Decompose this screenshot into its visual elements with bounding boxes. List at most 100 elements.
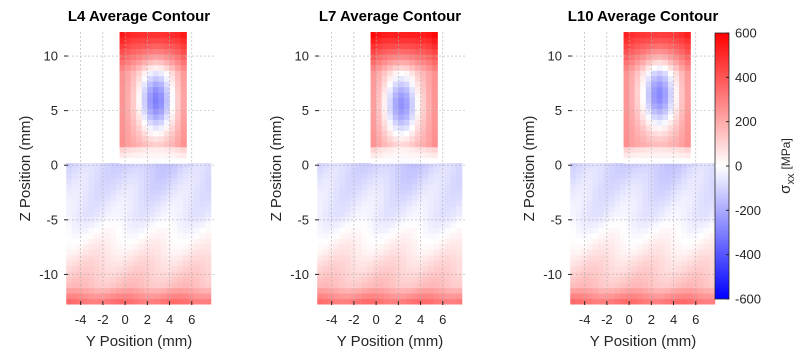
heatmap-cell bbox=[642, 178, 649, 185]
heatmap-cell bbox=[121, 287, 128, 294]
heatmap-cell bbox=[166, 172, 173, 179]
heatmap-cell bbox=[581, 227, 588, 234]
heatmap-cell bbox=[670, 243, 677, 250]
heatmap-cell bbox=[158, 37, 165, 44]
heatmap-cell bbox=[345, 167, 352, 174]
heatmap-cell bbox=[403, 75, 411, 82]
heatmap-cell bbox=[406, 249, 413, 256]
heatmap-cell bbox=[333, 189, 341, 196]
heatmap-cell bbox=[155, 260, 162, 267]
heatmap-cell bbox=[398, 157, 405, 164]
heatmap-cell bbox=[171, 260, 178, 267]
heatmap-cell bbox=[415, 97, 422, 104]
heatmap-cell bbox=[152, 97, 160, 104]
heatmap-cell bbox=[614, 189, 621, 196]
heatmap-cell bbox=[686, 222, 694, 229]
heatmap-cell bbox=[445, 232, 452, 239]
heatmap-cell bbox=[598, 232, 605, 239]
heatmap-cell bbox=[130, 81, 137, 88]
heatmap-cell bbox=[426, 75, 433, 82]
heatmap-cell bbox=[155, 183, 162, 190]
heatmap-cell bbox=[592, 194, 599, 201]
heatmap-cell bbox=[333, 167, 341, 174]
heatmap-cell bbox=[575, 172, 582, 179]
heatmap-cell bbox=[376, 70, 383, 77]
heatmap-cell bbox=[169, 81, 176, 88]
heatmap-cell bbox=[169, 152, 176, 159]
heatmap-cell bbox=[703, 172, 710, 179]
heatmap-cell bbox=[361, 211, 368, 218]
heatmap-cell bbox=[356, 194, 363, 201]
heatmap-cell bbox=[389, 282, 396, 289]
heatmap-cell bbox=[598, 298, 605, 305]
heatmap-cell bbox=[180, 113, 187, 120]
heatmap-cell bbox=[199, 292, 206, 300]
heatmap-cell bbox=[127, 276, 134, 283]
heatmap-cell bbox=[110, 172, 117, 179]
heatmap-cell bbox=[82, 227, 90, 234]
heatmap-cell bbox=[389, 243, 396, 250]
heatmap-cell bbox=[177, 282, 184, 289]
heatmap-cell bbox=[389, 249, 396, 256]
heatmap-cell bbox=[409, 81, 416, 88]
heatmap-cell bbox=[180, 141, 187, 148]
heatmap-cell bbox=[675, 254, 682, 261]
heatmap-cell bbox=[175, 141, 182, 148]
heatmap-cell bbox=[603, 227, 610, 234]
heatmap-cell bbox=[138, 211, 145, 218]
heatmap-cell bbox=[164, 92, 171, 99]
heatmap-cell bbox=[439, 172, 446, 179]
heatmap-cell bbox=[581, 243, 588, 250]
heatmap-cell bbox=[94, 260, 101, 267]
heatmap-cell bbox=[445, 292, 452, 300]
heatmap-cell bbox=[141, 102, 148, 110]
y-tick-label: 5 bbox=[555, 103, 562, 118]
heatmap-cell bbox=[171, 265, 178, 272]
heatmap-cell bbox=[381, 146, 388, 153]
heatmap-cells bbox=[66, 32, 212, 305]
heatmap-cell bbox=[160, 172, 167, 179]
heatmap-cell bbox=[350, 211, 357, 218]
heatmap-cell bbox=[428, 222, 435, 229]
heatmap-cell bbox=[149, 243, 156, 250]
heatmap-cell bbox=[175, 152, 182, 159]
heatmap-cell bbox=[175, 53, 182, 60]
heatmap-cell bbox=[575, 194, 582, 201]
y-tick-label: 0 bbox=[302, 158, 309, 173]
heatmap-cell bbox=[433, 205, 441, 212]
heatmap-cell bbox=[361, 292, 368, 300]
heatmap-cell bbox=[398, 70, 405, 77]
heatmap-cell bbox=[127, 189, 134, 196]
heatmap-cell bbox=[648, 211, 655, 218]
heatmap-cell bbox=[130, 42, 137, 49]
heatmap-cell bbox=[645, 81, 652, 88]
colorbar-tick-label: 0 bbox=[735, 159, 742, 174]
heatmap-cell bbox=[664, 172, 671, 179]
heatmap-cell bbox=[403, 146, 411, 153]
heatmap-cell bbox=[82, 172, 90, 179]
heatmap-cell bbox=[634, 32, 641, 39]
heatmap-cell bbox=[144, 260, 151, 267]
heatmap-cell bbox=[383, 211, 391, 218]
heatmap-cell bbox=[392, 37, 399, 44]
heatmap-cell bbox=[138, 282, 145, 289]
heatmap-cell bbox=[182, 178, 190, 185]
heatmap-cell bbox=[82, 200, 90, 207]
heatmap-cell bbox=[675, 211, 682, 218]
heatmap-cell bbox=[431, 108, 438, 115]
heatmap-cell bbox=[592, 178, 599, 185]
heatmap-cell bbox=[656, 97, 664, 104]
heatmap-cell bbox=[317, 194, 324, 201]
heatmap-cell bbox=[415, 59, 422, 66]
heatmap-cell bbox=[175, 70, 182, 77]
heatmap-cell bbox=[160, 282, 167, 289]
heatmap-cell bbox=[175, 81, 182, 88]
heatmap-cell bbox=[180, 102, 187, 110]
heatmap-cell bbox=[378, 254, 385, 261]
heatmap-cell bbox=[634, 130, 641, 137]
heatmap-cell bbox=[149, 254, 156, 261]
heatmap-cell bbox=[361, 222, 368, 229]
heatmap-cell bbox=[175, 75, 182, 82]
heatmap-cell bbox=[356, 227, 363, 234]
heatmap-cell bbox=[623, 70, 630, 77]
